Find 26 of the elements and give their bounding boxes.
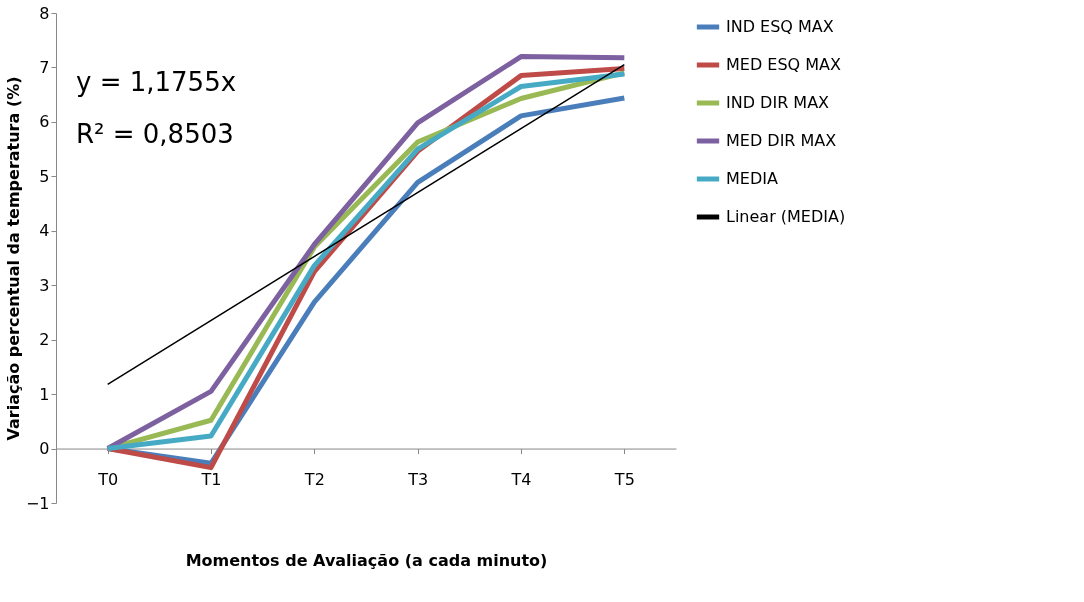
x-tick-label: T0 <box>97 470 119 490</box>
x-tick-label: T5 <box>613 470 635 490</box>
legend-label: MED DIR MAX <box>726 131 837 150</box>
legend-label: MED ESQ MAX <box>726 55 842 74</box>
x-tick-label: T1 <box>200 470 222 490</box>
legend-label: IND DIR MAX <box>726 93 830 112</box>
y-tick-label: 0 <box>39 439 50 459</box>
annotation: y = 1,1755x <box>76 67 237 97</box>
y-tick-label: 6 <box>39 112 50 132</box>
x-axis-title: Momentos de Avaliação (a cada minuto) <box>185 550 548 570</box>
x-tick-label: T2 <box>303 470 325 490</box>
legend-label: Linear (MEDIA) <box>726 207 846 226</box>
y-tick-label: 4 <box>39 221 50 241</box>
y-tick-label: −1 <box>25 493 50 513</box>
annotation: R² = 0,8503 <box>76 119 234 149</box>
y-tick-label: 7 <box>39 57 50 77</box>
y-tick-label: 1 <box>39 384 50 404</box>
legend-label: MEDIA <box>726 169 778 188</box>
y-tick-label: 5 <box>39 166 50 186</box>
legend-label: IND ESQ MAX <box>726 17 834 36</box>
x-tick-label: T4 <box>510 470 532 490</box>
x-tick-label: T3 <box>407 470 429 490</box>
y-tick-label: 8 <box>39 3 50 23</box>
y-tick-label: 3 <box>39 275 50 295</box>
y-tick-label: 2 <box>39 330 50 350</box>
y-axis-title: Variação percentual da temperatura (%) <box>3 76 23 441</box>
